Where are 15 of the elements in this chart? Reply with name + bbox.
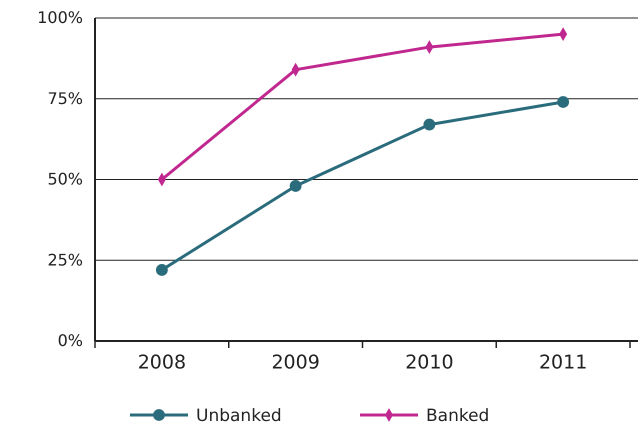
point — [423, 118, 436, 130]
x-tick-label: 2008 — [138, 351, 186, 374]
y-tick-label: 0% — [58, 331, 83, 350]
x-tick-label: 2011 — [538, 351, 588, 374]
point — [290, 180, 302, 192]
y-tick-label: 75% — [47, 88, 83, 108]
x-tick-label: 2009 — [271, 351, 320, 374]
y-tick-label: 25% — [47, 250, 83, 270]
point — [557, 96, 570, 108]
y-tick-label: 50% — [47, 170, 83, 189]
y-tick-label: 100% — [37, 8, 83, 28]
legend-label: Banked — [426, 406, 490, 426]
x-tick-label: 2010 — [405, 351, 454, 374]
point — [156, 264, 168, 276]
legend-label: Unbanked — [196, 406, 282, 426]
